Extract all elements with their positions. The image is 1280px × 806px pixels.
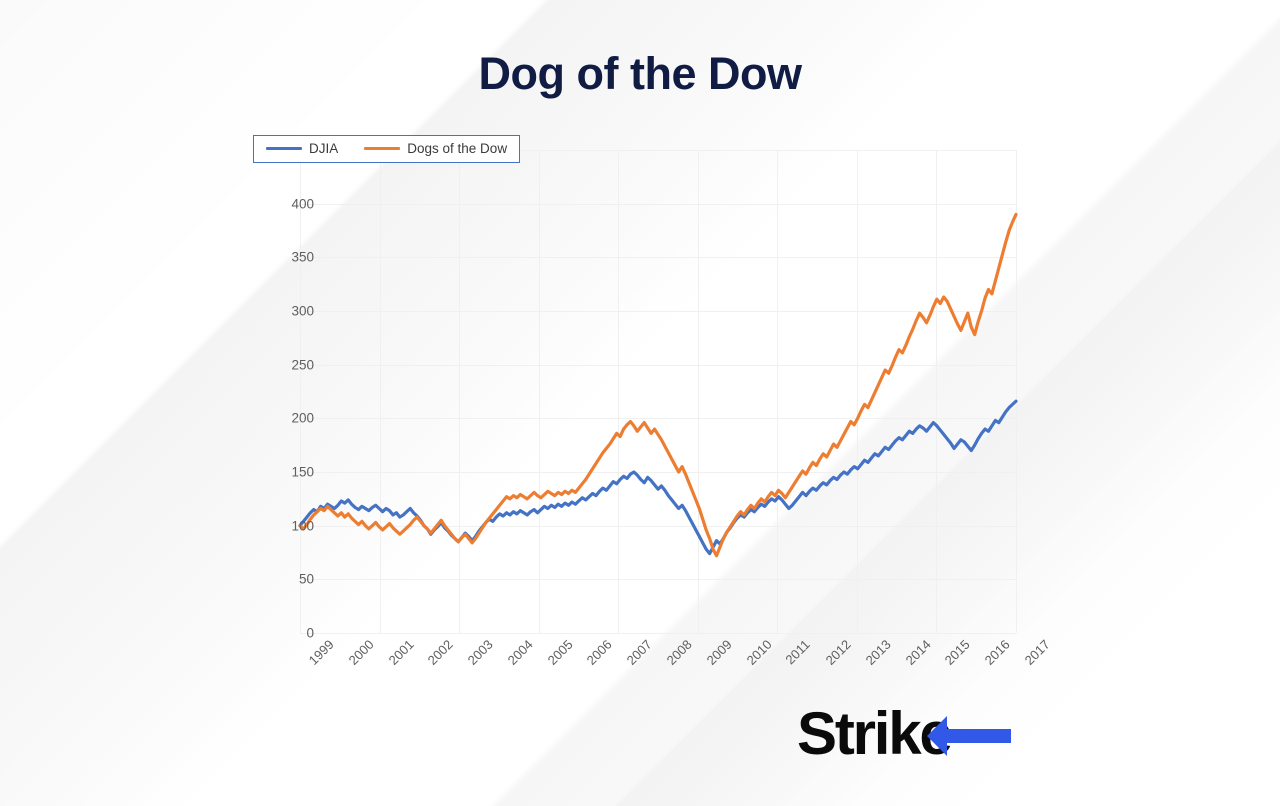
gridline	[300, 633, 1016, 634]
vertical-gridline	[300, 150, 301, 633]
x-axis-tick: 2007	[623, 636, 655, 668]
x-axis-tick: 2004	[504, 636, 536, 668]
vertical-gridline	[777, 150, 779, 633]
left-arrow-icon	[927, 716, 1011, 756]
legend-swatch	[266, 146, 302, 151]
x-axis-tick: 1999	[305, 636, 337, 668]
vertical-gridline	[459, 150, 461, 633]
series-lines	[298, 212, 1018, 558]
x-axis-tick: 2008	[663, 636, 695, 668]
vertical-gridline	[1016, 150, 1017, 633]
x-axis-tick: 2013	[862, 636, 894, 668]
vertical-gridline	[697, 150, 699, 633]
vertical-gridline	[936, 150, 938, 633]
vertical-gridline	[379, 150, 381, 633]
chart-legend: DJIA Dogs of the Dow	[253, 135, 521, 163]
x-axis-tick: 2015	[942, 636, 974, 668]
gridline	[300, 150, 1016, 151]
legend-swatch	[364, 146, 401, 151]
gridline	[300, 525, 1016, 527]
series-line-dogs-of-the-dow	[298, 212, 1018, 558]
gridline	[300, 203, 1016, 205]
x-axis-tick: 2010	[743, 636, 775, 668]
chart-container: 050100150200250300350400450 199920002001…	[248, 142, 1052, 668]
x-axis-tick: 2006	[584, 636, 616, 668]
x-axis-tick: 2016	[981, 636, 1013, 668]
x-axis-tick: 2002	[424, 636, 457, 668]
gridline	[300, 579, 1016, 581]
x-axis-tick: 2005	[544, 636, 576, 668]
gridline	[300, 472, 1016, 473]
vertical-gridline	[618, 150, 620, 633]
x-axis-tick: 2001	[385, 636, 417, 668]
y-axis-tick: 150	[291, 464, 314, 480]
y-axis-tick: 50	[298, 571, 314, 587]
x-axis-tick: 2011	[782, 636, 814, 668]
y-axis-tick: 250	[291, 357, 314, 373]
vertical-gridline	[856, 150, 858, 633]
legend-item-dogs-of-the-dow[interactable]: Dogs of the Dow	[364, 141, 507, 156]
x-axis-tick: 2009	[703, 636, 735, 668]
gridline	[300, 311, 1016, 312]
strike-logo: Strike	[797, 698, 1012, 770]
gridline	[300, 418, 1016, 420]
x-axis-tick: 2017	[1021, 636, 1053, 668]
page-title: Dog of the Dow	[478, 48, 802, 99]
gridline	[300, 257, 1016, 259]
x-axis-tick: 2000	[345, 636, 377, 668]
y-axis-tick: 100	[291, 518, 314, 534]
y-axis-tick: 350	[291, 249, 314, 265]
y-axis-tick: 400	[291, 196, 314, 212]
legend-label: DJIA	[309, 141, 339, 156]
x-axis-tick: 2003	[464, 636, 496, 668]
y-axis-tick: 200	[291, 410, 314, 426]
strike-wordmark: Strike	[797, 700, 953, 767]
vertical-gridline	[538, 150, 540, 633]
y-axis-tick: 300	[291, 303, 314, 319]
legend-item-djia[interactable]: DJIA	[266, 141, 338, 156]
x-axis-tick: 2012	[822, 636, 854, 668]
plot-area	[298, 150, 1018, 634]
x-axis-tick: 2014	[902, 636, 934, 668]
series-line-djia	[298, 399, 1018, 556]
gridline	[300, 364, 1016, 366]
legend-label: Dogs of the Dow	[407, 141, 508, 156]
y-axis-tick: 0	[306, 625, 314, 641]
